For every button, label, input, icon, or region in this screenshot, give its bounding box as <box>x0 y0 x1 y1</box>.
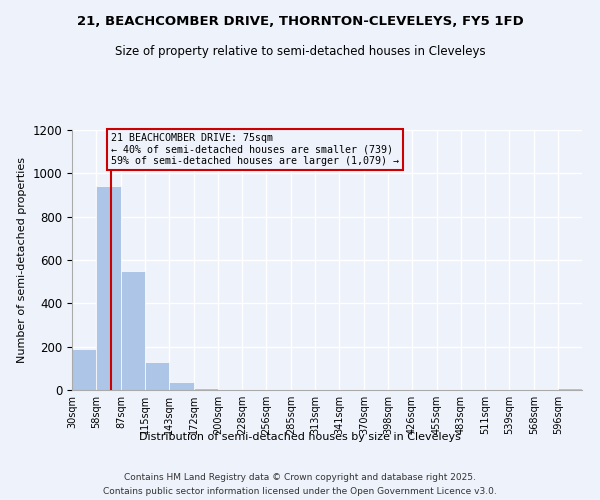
Text: 21, BEACHCOMBER DRIVE, THORNTON-CLEVELEYS, FY5 1FD: 21, BEACHCOMBER DRIVE, THORNTON-CLEVELEY… <box>77 15 523 28</box>
Text: Contains HM Land Registry data © Crown copyright and database right 2025.: Contains HM Land Registry data © Crown c… <box>124 472 476 482</box>
Bar <box>96 186 121 390</box>
Text: Contains public sector information licensed under the Open Government Licence v3: Contains public sector information licen… <box>103 488 497 496</box>
Bar <box>121 271 145 390</box>
Bar <box>145 362 169 390</box>
Text: Distribution of semi-detached houses by size in Cleveleys: Distribution of semi-detached houses by … <box>139 432 461 442</box>
Text: 21 BEACHCOMBER DRIVE: 75sqm
← 40% of semi-detached houses are smaller (739)
59% : 21 BEACHCOMBER DRIVE: 75sqm ← 40% of sem… <box>110 133 398 166</box>
Bar <box>169 382 194 390</box>
Bar <box>72 349 96 390</box>
Y-axis label: Number of semi-detached properties: Number of semi-detached properties <box>17 157 27 363</box>
Bar <box>558 388 582 390</box>
Bar <box>194 388 218 390</box>
Text: Size of property relative to semi-detached houses in Cleveleys: Size of property relative to semi-detach… <box>115 45 485 58</box>
